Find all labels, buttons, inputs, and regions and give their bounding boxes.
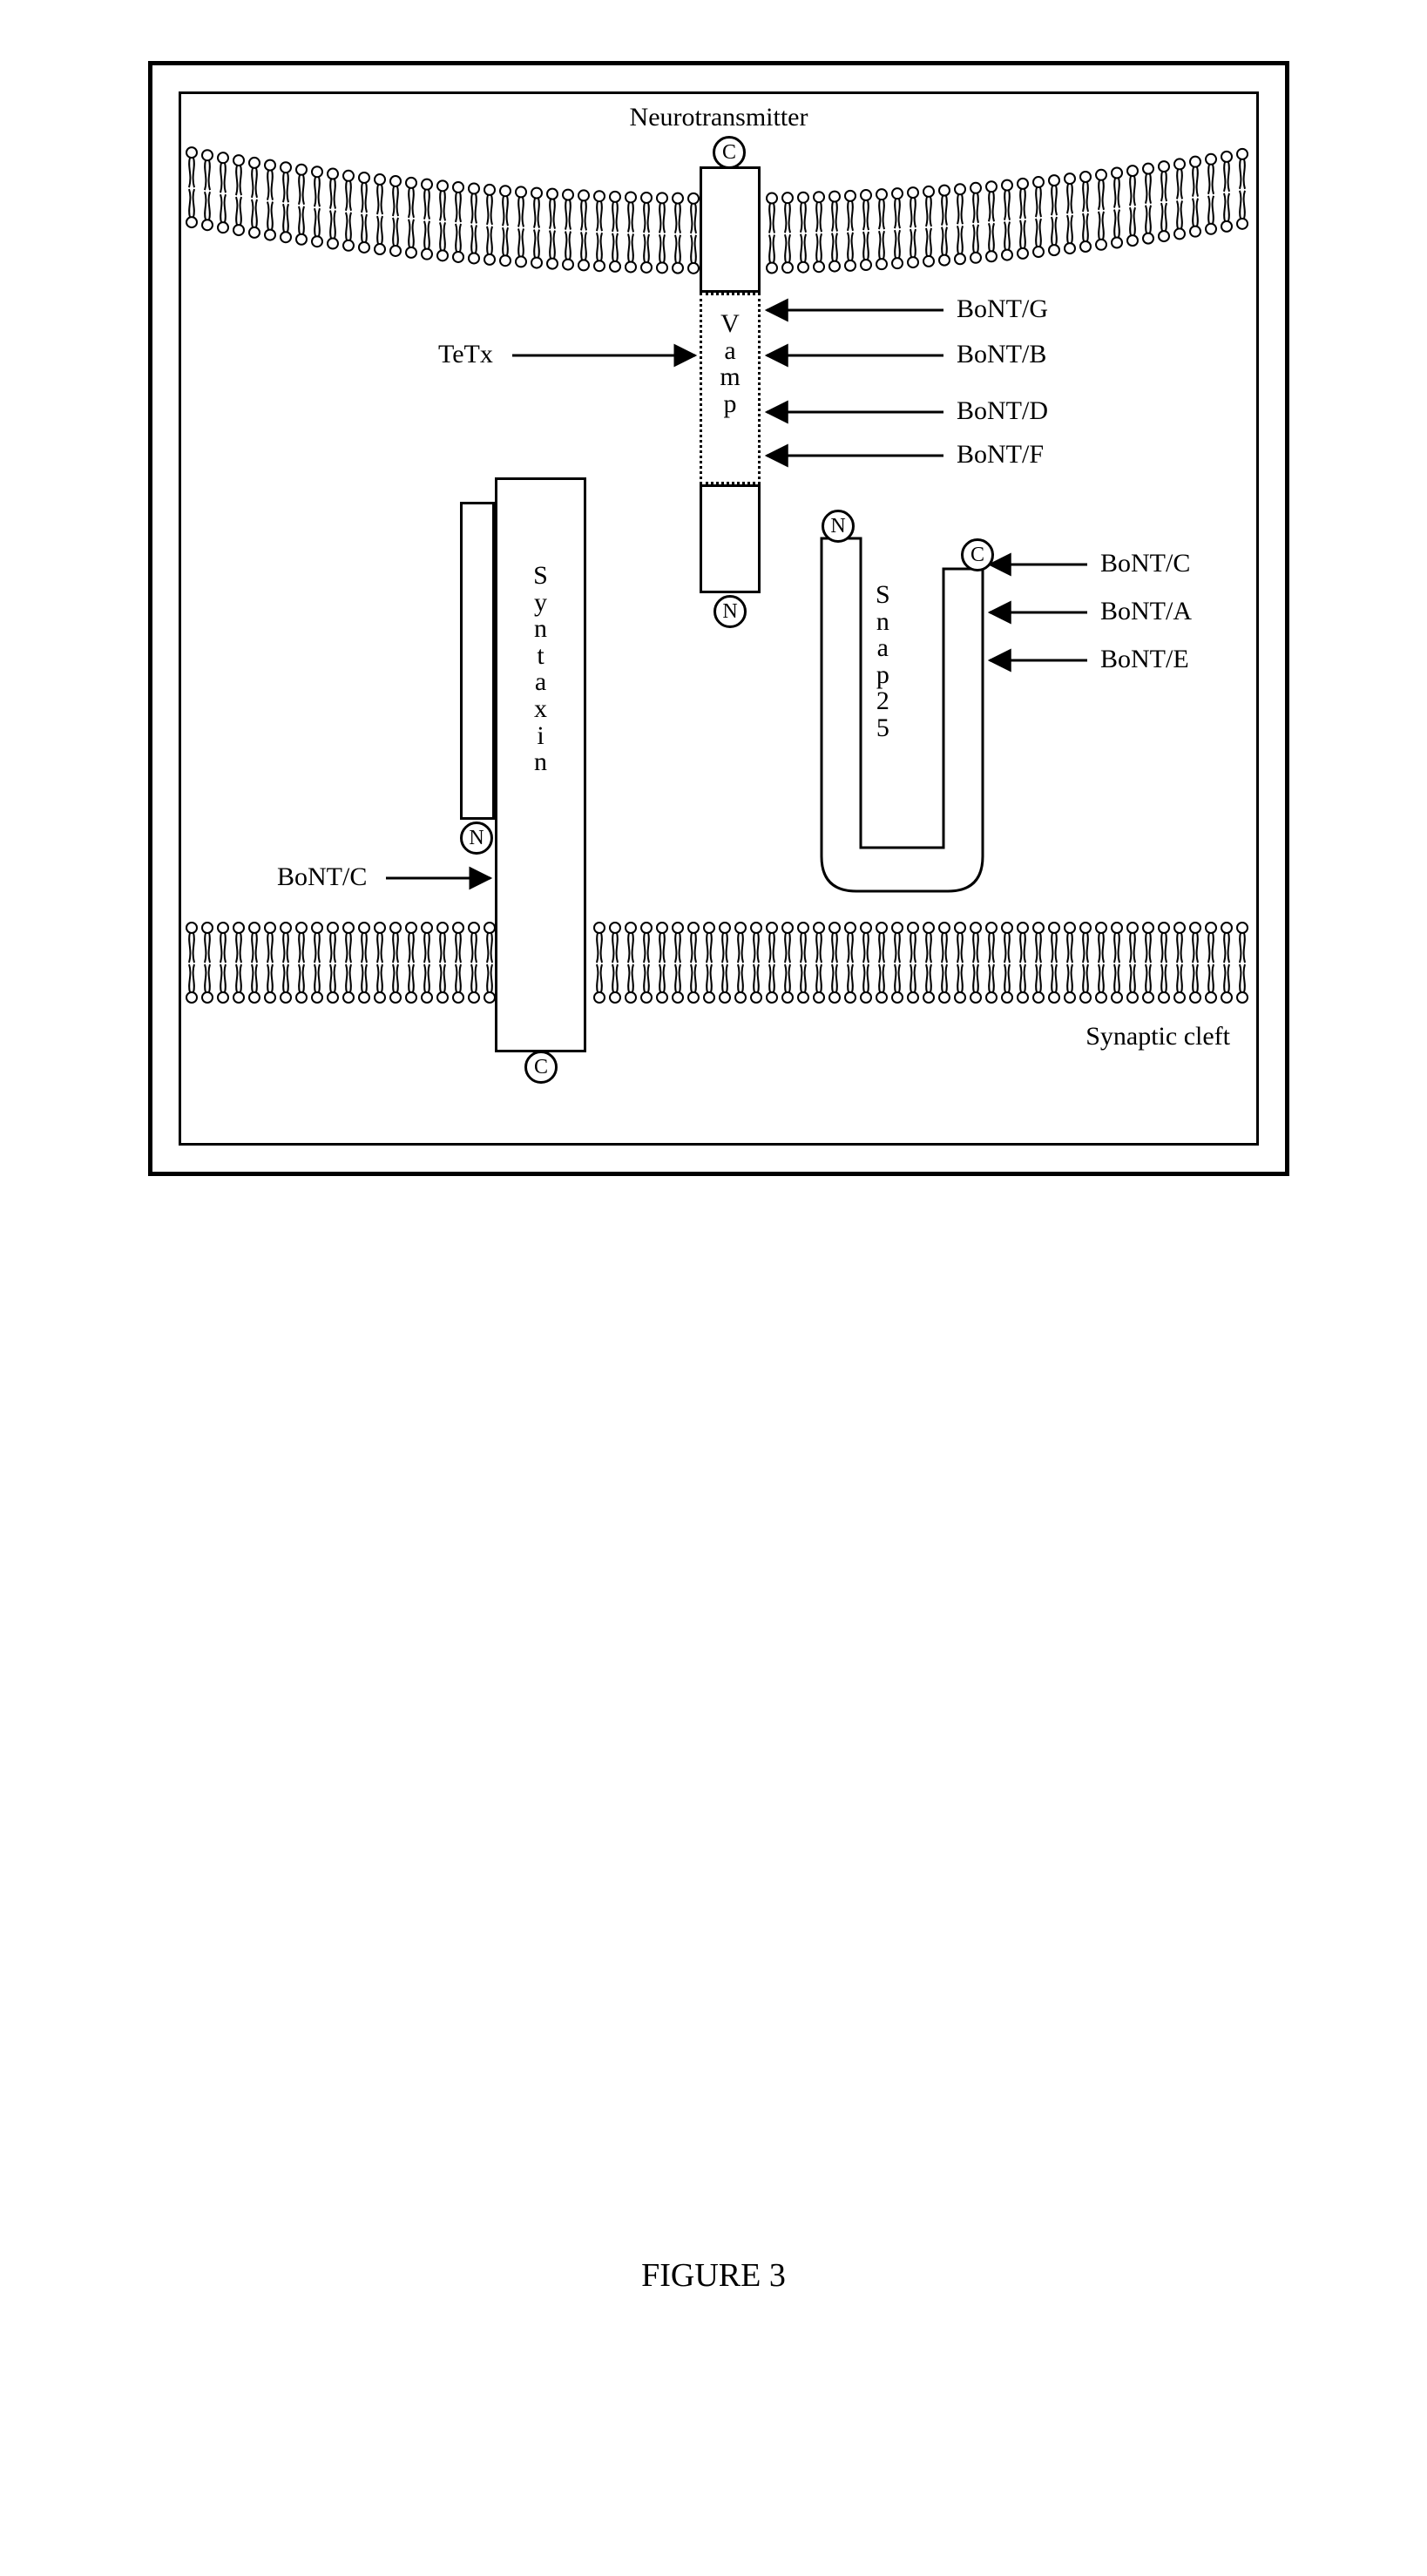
vamp-dotted-segment: Vamp bbox=[700, 293, 761, 484]
vamp-top-segment bbox=[700, 166, 761, 293]
snap25-shape bbox=[808, 525, 1009, 917]
syntaxin-n-terminal: N bbox=[460, 821, 493, 855]
bont-f-label: BoNT/F bbox=[957, 440, 1044, 470]
neurotransmitter-label: Neurotransmitter bbox=[630, 103, 808, 132]
outer-frame: Neurotransmitter bbox=[148, 61, 1289, 1176]
bont-e-label: BoNT/E bbox=[1100, 645, 1189, 674]
vamp-c-terminal: C bbox=[713, 136, 746, 169]
page: Neurotransmitter bbox=[0, 0, 1427, 2576]
c-terminal-letter-3: C bbox=[970, 544, 984, 567]
bottom-membrane bbox=[181, 917, 1261, 1013]
syntaxin-label: Syntaxin bbox=[533, 563, 548, 776]
n-terminal-letter-3: N bbox=[830, 515, 845, 538]
n-terminal-letter-2: N bbox=[469, 827, 484, 850]
bont-a-label: BoNT/A bbox=[1100, 597, 1192, 626]
vamp-bottom-segment bbox=[700, 484, 761, 593]
bont-b-label: BoNT/B bbox=[957, 340, 1046, 369]
syntaxin-inner-arm bbox=[460, 502, 495, 820]
synaptic-cleft-label: Synaptic cleft bbox=[1085, 1022, 1230, 1051]
snap25-c-terminal: C bbox=[961, 538, 994, 571]
inner-frame: Neurotransmitter bbox=[179, 91, 1259, 1146]
tetx-label: TeTx bbox=[438, 340, 493, 369]
n-terminal-letter: N bbox=[722, 600, 737, 624]
c-terminal-letter: C bbox=[722, 141, 736, 165]
c-terminal-letter-2: C bbox=[534, 1056, 548, 1079]
snap25-n-terminal: N bbox=[822, 510, 855, 543]
vamp-n-terminal: N bbox=[714, 595, 747, 628]
syntaxin-c-terminal: C bbox=[524, 1051, 558, 1084]
snap25-label: Snap25 bbox=[876, 582, 890, 742]
figure-label: FIGURE 3 bbox=[641, 2256, 786, 2295]
vamp-label: Vamp bbox=[720, 311, 740, 417]
bont-g-label: BoNT/G bbox=[957, 294, 1048, 324]
bont-c-syntaxin-label: BoNT/C bbox=[277, 862, 367, 892]
bont-c-label: BoNT/C bbox=[1100, 549, 1190, 578]
bont-d-label: BoNT/D bbox=[957, 396, 1048, 426]
